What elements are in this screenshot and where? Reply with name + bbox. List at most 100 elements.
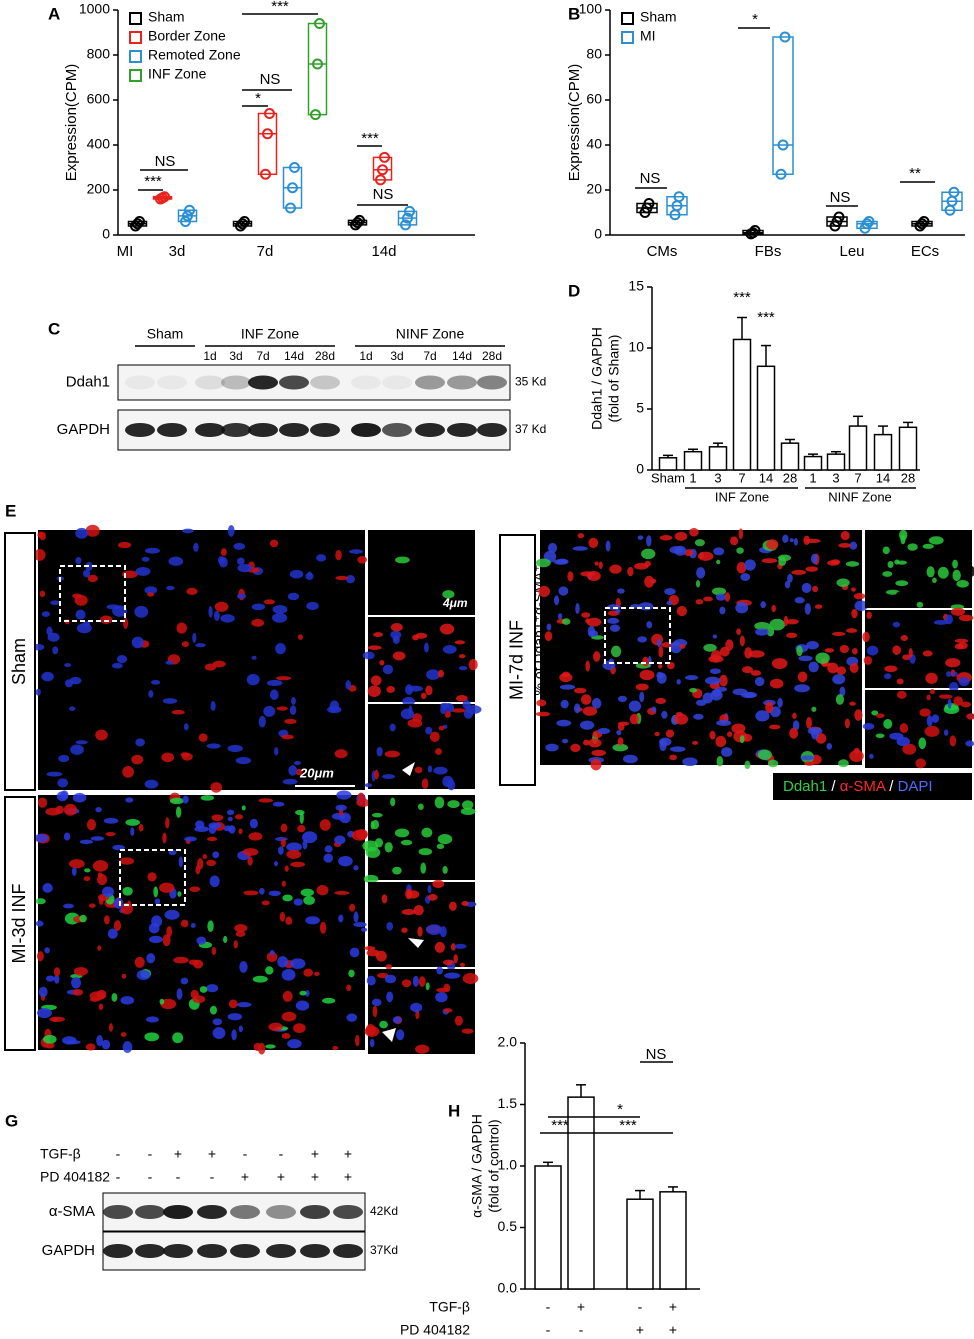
cell: [122, 1041, 133, 1053]
cell: [559, 684, 576, 690]
cell: [665, 729, 675, 738]
x-tick-label: 3: [832, 470, 839, 485]
cell: [334, 835, 346, 845]
blot-strip: [117, 364, 511, 401]
cell: [882, 571, 893, 577]
cell: [585, 618, 591, 624]
cell: [220, 614, 235, 623]
lane-label: 3d: [229, 349, 242, 363]
cell: [125, 818, 140, 826]
cell: [386, 991, 394, 1003]
cell: [884, 665, 898, 673]
cell: [39, 531, 46, 541]
x-tick-label: Leu: [839, 243, 864, 260]
cell: [281, 880, 286, 887]
cell: [461, 1028, 474, 1034]
cell: [443, 983, 451, 992]
cell: [933, 620, 949, 625]
sign: +: [311, 1169, 319, 1185]
cell: [679, 644, 686, 649]
cell: [288, 765, 298, 776]
cell: [121, 973, 127, 979]
cell: [101, 1039, 111, 1050]
cell: [86, 819, 96, 831]
cell: [41, 611, 51, 618]
cell: [64, 663, 72, 668]
cell: [744, 760, 751, 770]
cell: [138, 823, 144, 832]
cell: [965, 740, 974, 747]
cell: [62, 1036, 77, 1045]
cell: [223, 825, 232, 832]
cell: [887, 561, 894, 568]
y-axis-label: Expression(CPM): [566, 64, 583, 182]
cell: [401, 909, 416, 916]
data-point: [643, 198, 655, 209]
cell: [239, 961, 248, 973]
cell: [562, 618, 571, 625]
band: [163, 1244, 193, 1258]
cell: [637, 636, 648, 643]
x-tick-label: 14d: [371, 243, 396, 260]
cell: [269, 539, 279, 548]
cell: [390, 797, 396, 807]
y-tick-label: 0: [594, 226, 602, 242]
cell: [436, 966, 444, 975]
cell: [674, 713, 689, 725]
cell: [258, 798, 274, 803]
significance: ***: [271, 0, 289, 15]
cell: [400, 839, 413, 846]
cell: [153, 886, 159, 898]
cell: [908, 647, 913, 658]
significance: *: [255, 90, 261, 107]
cell: [122, 886, 133, 896]
cell: [45, 975, 55, 982]
cell: [657, 638, 662, 648]
cell: [806, 640, 819, 650]
cell: [178, 856, 183, 868]
cell: [716, 756, 724, 767]
cell: [798, 655, 813, 662]
cell: [740, 573, 751, 581]
band: [382, 375, 412, 390]
cell: [34, 833, 49, 843]
cell: [364, 1026, 380, 1037]
cell: [226, 809, 235, 816]
cell: [306, 601, 319, 611]
x-tick-label: Sham: [651, 470, 685, 485]
cell: [162, 934, 171, 947]
cell: [316, 884, 329, 896]
cell: [322, 997, 336, 1004]
cell: [427, 893, 438, 901]
band: [163, 1205, 193, 1219]
band: [447, 375, 477, 390]
sign: +: [208, 1146, 216, 1162]
cell: [258, 715, 266, 728]
cell: [598, 561, 603, 569]
cell: [144, 547, 161, 554]
cell: [800, 755, 815, 761]
cell: [208, 824, 217, 834]
cell: [198, 733, 208, 742]
cell: [849, 662, 859, 674]
cell: [670, 641, 682, 654]
cell: [389, 723, 396, 732]
x-tick-label: 1: [809, 470, 816, 485]
data-point: [863, 216, 875, 227]
stain-legend-item: DAPI: [898, 778, 933, 795]
cell: [771, 658, 788, 669]
cell: [235, 930, 246, 937]
cell: [394, 556, 410, 564]
cell: [58, 754, 70, 763]
cell: [82, 569, 91, 578]
cell: [37, 797, 48, 808]
cell: [289, 958, 306, 969]
band: [230, 1244, 260, 1258]
cell: [656, 671, 664, 680]
cell: [120, 996, 135, 1005]
cell: [892, 621, 901, 628]
cell: [41, 671, 54, 682]
cell: [835, 694, 845, 705]
cell: [379, 1020, 388, 1029]
